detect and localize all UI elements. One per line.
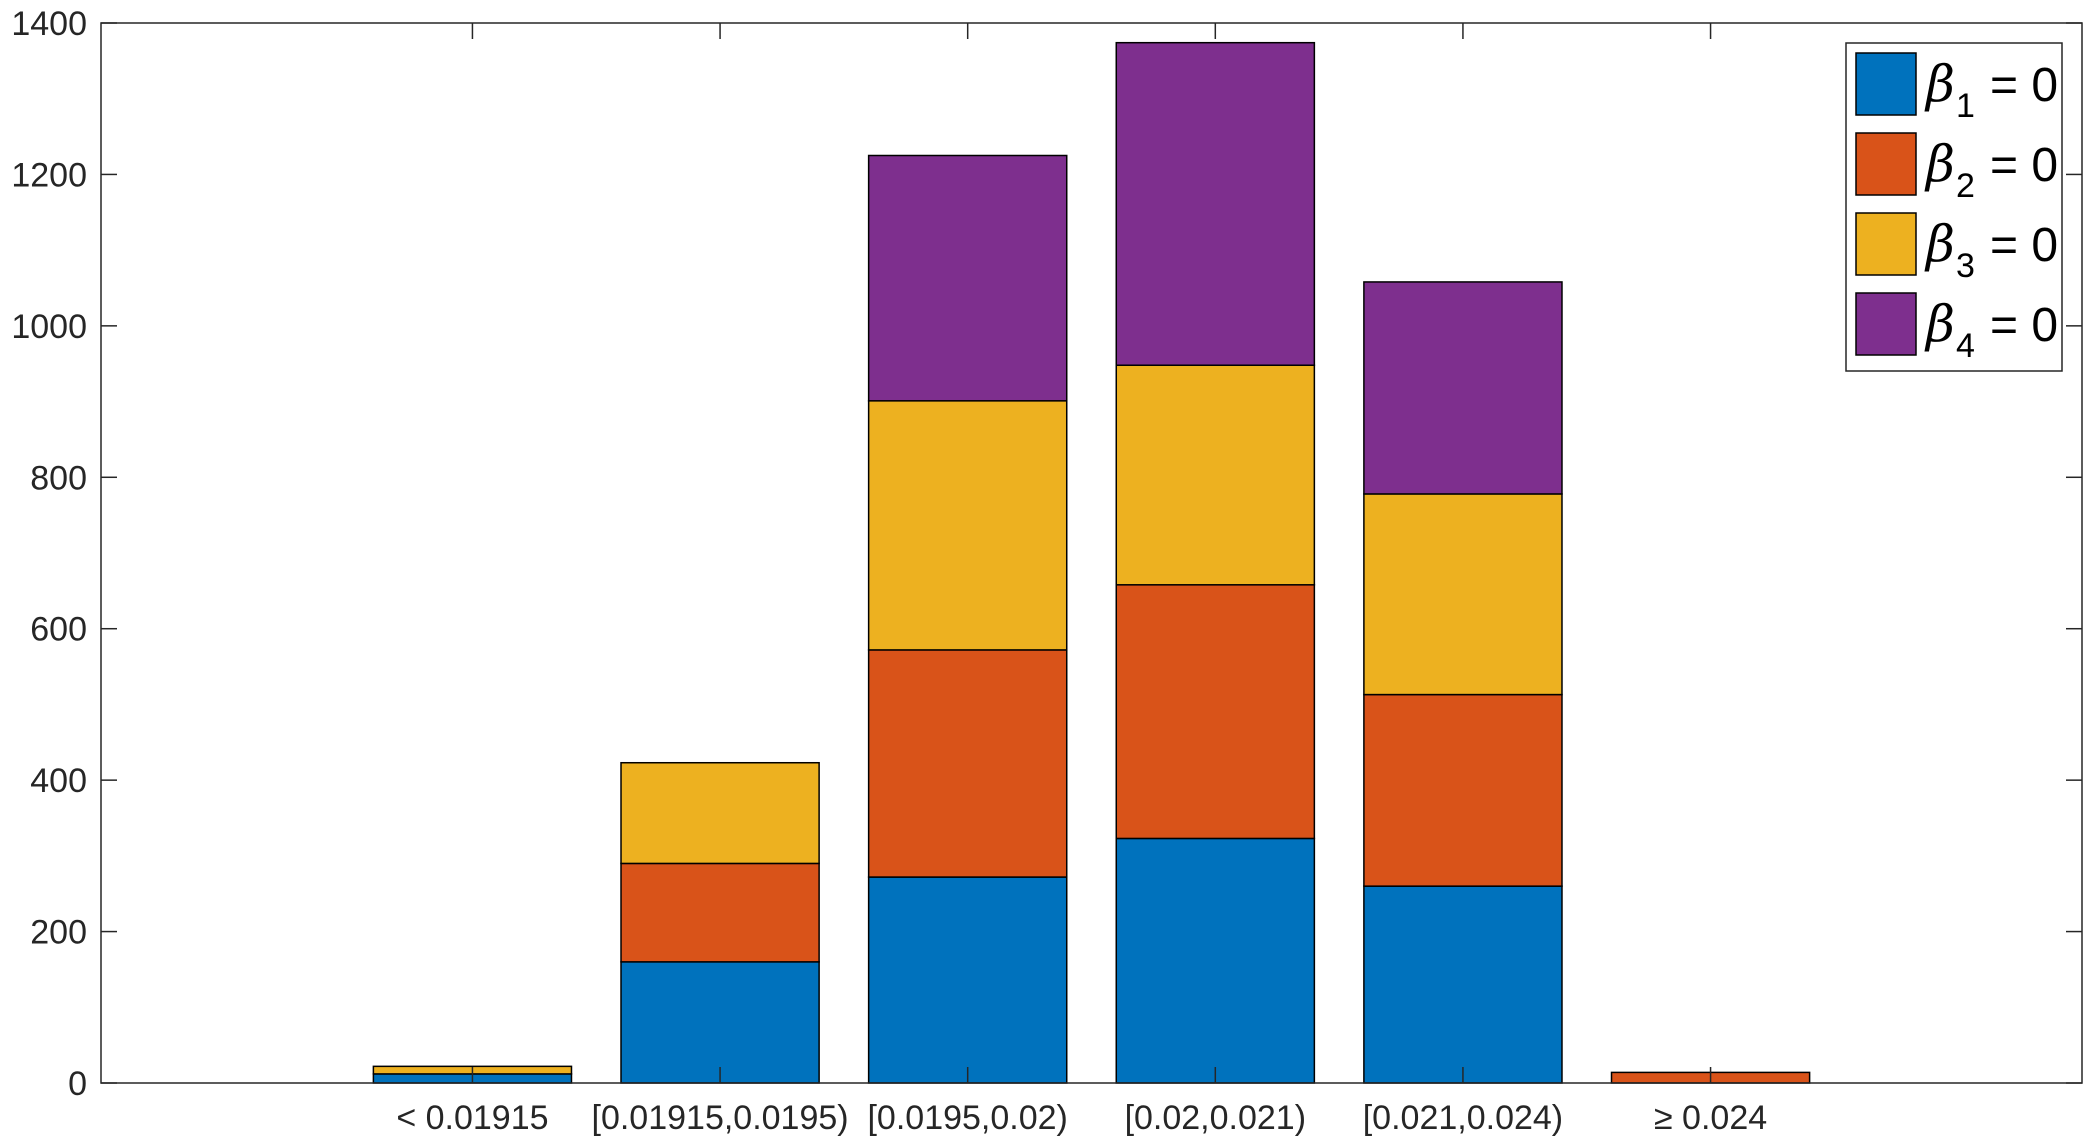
legend-label-3: = 0 [1990, 219, 2058, 272]
legend-label-4: = 0 [1990, 299, 2058, 352]
y-tick-label: 400 [30, 762, 87, 800]
legend-swatch-2 [1855, 132, 1917, 196]
y-tick-label: 600 [30, 611, 87, 649]
legend-subscript-3: 3 [1956, 247, 1975, 285]
legend-subscript-4: 4 [1956, 327, 1975, 365]
bar-segment-3-series-4 [867, 154, 1068, 402]
legend: β 1 = 0β 2 = 0β 3 = 0β 4 = 0 [1845, 42, 2063, 372]
legend-label-2: = 0 [1990, 139, 2058, 192]
bar-segment-5-series-2 [1363, 693, 1563, 887]
x-tick-label: < 0.01915 [396, 1099, 548, 1137]
bar-segment-4-series-1 [1115, 837, 1316, 1084]
x-tick-label: ≥ 0.024 [1654, 1099, 1767, 1137]
bar-segment-5-series-4 [1363, 281, 1563, 495]
y-tick-label: 800 [30, 459, 87, 497]
legend-label-1: = 0 [1990, 59, 2058, 112]
bar-segment-5-series-1 [1363, 885, 1563, 1084]
bar-segment-3-series-2 [867, 649, 1068, 878]
y-tick-label: 0 [68, 1065, 87, 1103]
legend-subscript-2: 2 [1956, 167, 1975, 205]
bar-segment-2-series-1 [620, 961, 820, 1084]
x-tick-label: [0.02,0.021) [1125, 1099, 1306, 1137]
bar-segment-4-series-2 [1115, 584, 1316, 840]
legend-symbol-2: β [1924, 135, 1955, 193]
legend-symbol-4: β [1924, 295, 1955, 353]
bar-segment-3-series-3 [867, 400, 1068, 651]
bar-segment-3-series-1 [867, 876, 1068, 1084]
bars-group [372, 41, 1811, 1084]
y-tick-label: 1400 [11, 5, 87, 43]
x-tick-label: [0.01915,0.0195) [592, 1099, 849, 1137]
y-tick-label: 1200 [11, 156, 87, 194]
y-tick-label: 1000 [11, 308, 87, 346]
x-tick-label: [0.021,0.024) [1363, 1099, 1563, 1137]
bar-segment-4-series-4 [1115, 41, 1316, 366]
bar-segment-2-series-2 [620, 862, 820, 963]
bar-segment-5-series-3 [1363, 493, 1563, 696]
legend-swatch-3 [1855, 212, 1917, 276]
legend-swatch-1 [1855, 52, 1917, 116]
plot-area [101, 23, 2082, 1083]
legend-swatch-4 [1855, 292, 1917, 356]
axes-box [100, 22, 2083, 1084]
axes-group: 0 200 400 600 800 1000 1200 1400 < 0.01915 [0.019… [11, 5, 2083, 1137]
x-tick-label: [0.0195,0.02) [867, 1099, 1067, 1137]
legend-symbol-3: β [1924, 215, 1955, 273]
bar-segment-4-series-3 [1115, 364, 1316, 586]
bar-segment-2-series-3 [620, 761, 820, 865]
y-tick-label: 200 [30, 914, 87, 952]
legend-subscript-1: 1 [1956, 87, 1975, 125]
legend-symbol-1: β [1924, 55, 1955, 113]
